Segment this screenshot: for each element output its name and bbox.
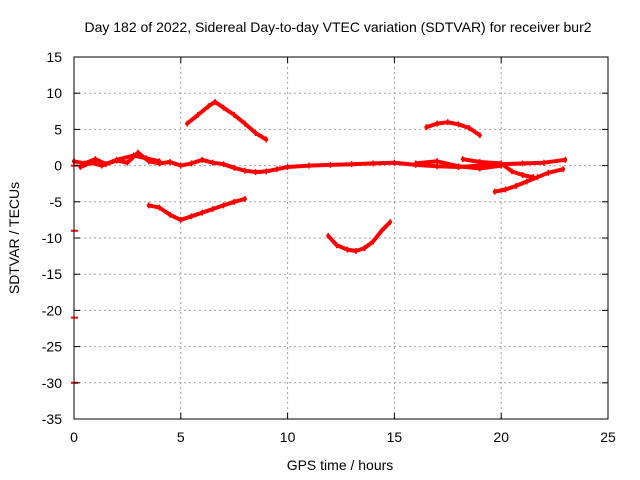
x-tick-label: 10 <box>280 429 296 445</box>
y-tick-label: 0 <box>54 158 62 174</box>
y-axis-label: SDTVAR / TECUs <box>6 182 22 294</box>
y-tick-label: -30 <box>42 375 62 391</box>
series-line <box>424 120 482 138</box>
x-tick-label: 25 <box>600 429 616 445</box>
x-tick-label: 20 <box>493 429 509 445</box>
y-tick-label: -5 <box>50 194 63 210</box>
y-tick-label: 10 <box>46 85 62 101</box>
chart-title: Day 182 of 2022, Sidereal Day-to-day VTE… <box>84 19 591 35</box>
y-tick-label: -20 <box>42 302 62 318</box>
y-tick-label: -35 <box>42 411 62 427</box>
y-tick-label: -25 <box>42 339 62 355</box>
series-line <box>326 220 393 253</box>
series-line <box>146 196 247 222</box>
x-tick-label: 5 <box>177 429 185 445</box>
axis-ticks: 0 5 10 15 20 25 -35 -30 -25 -20 -15 -10 -5 0 5 10 15 <box>42 49 616 445</box>
x-tick-label: 0 <box>70 429 78 445</box>
y-tick-label: -15 <box>42 266 62 282</box>
x-tick-label: 15 <box>387 429 403 445</box>
y-tick-label: -10 <box>42 230 62 246</box>
x-axis-label: GPS time / hours <box>287 457 394 473</box>
data-layer <box>71 98 568 384</box>
series-line <box>460 157 536 180</box>
grid-lines <box>74 57 608 419</box>
y-tick-label: 15 <box>46 49 62 65</box>
y-tick-label: 5 <box>54 121 62 137</box>
series-line <box>185 99 269 142</box>
